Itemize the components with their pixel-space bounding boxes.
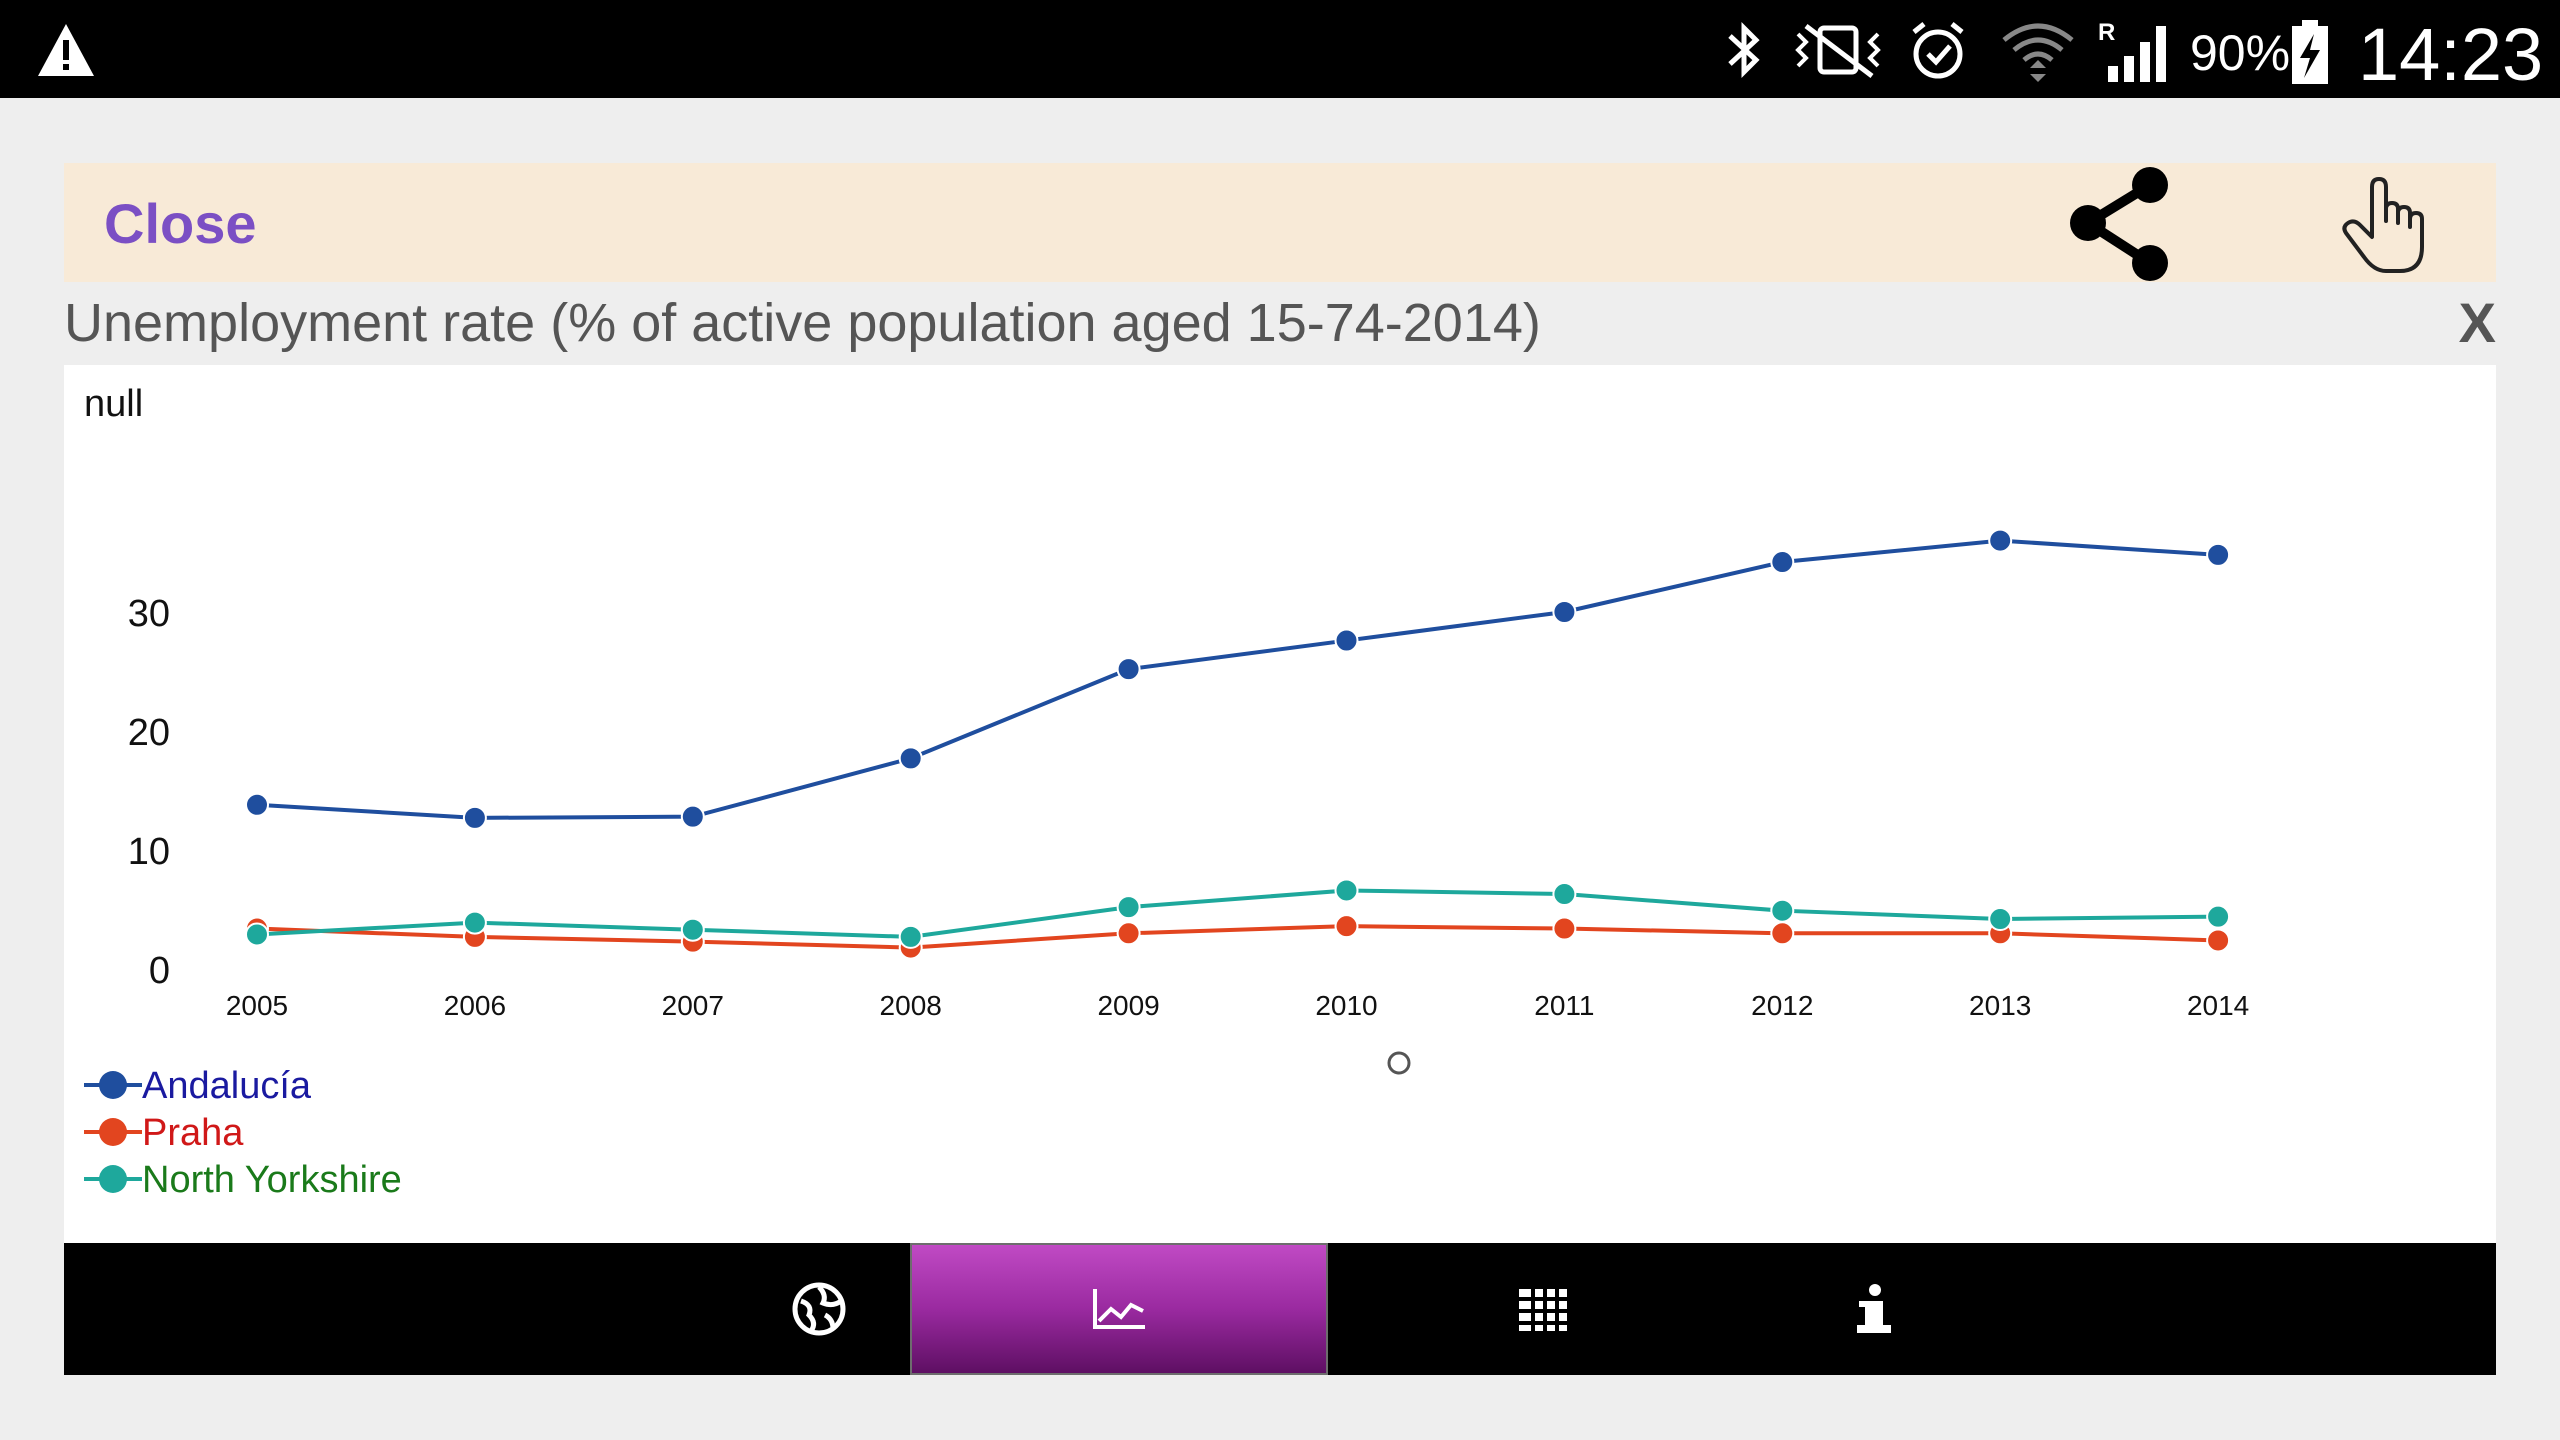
share-icon — [2070, 167, 2168, 281]
chart-title-row: Unemployment rate (% of active populatio… — [64, 290, 2496, 356]
signal-icon: R — [2098, 19, 2166, 82]
data-point[interactable] — [245, 922, 269, 947]
y-tick-label: 20 — [128, 712, 170, 754]
svg-text:R: R — [2098, 19, 2115, 46]
series-line-1 — [256, 924, 2219, 950]
tab-chart[interactable] — [910, 1243, 1328, 1375]
top-toolbar: Close — [64, 163, 2496, 282]
data-point[interactable] — [1770, 921, 1795, 946]
x-tick-label: 2008 — [880, 990, 942, 1021]
pager-dot[interactable] — [1387, 1051, 1411, 1075]
touch-mode-button[interactable] — [2334, 173, 2434, 278]
data-point[interactable] — [1116, 657, 1141, 682]
data-point[interactable] — [680, 804, 705, 829]
data-point[interactable] — [245, 792, 269, 817]
data-point[interactable] — [1988, 907, 2013, 932]
line-chart-icon — [1093, 1289, 1145, 1329]
series-line-2 — [256, 888, 2219, 939]
legend-swatch-marker — [99, 1165, 127, 1193]
data-point[interactable] — [898, 746, 923, 771]
data-point[interactable] — [1334, 628, 1359, 653]
x-tick-label: 2011 — [1534, 990, 1594, 1021]
chart-panel: null 0 10 20 30 2005 2006 2007 2008 2009 2010 201… — [64, 365, 2496, 1243]
data-point[interactable] — [1770, 550, 1795, 575]
data-point[interactable] — [1988, 528, 2013, 553]
x-tick-label: 2009 — [1097, 990, 1159, 1021]
data-point[interactable] — [462, 910, 487, 935]
touch-hand-icon — [2342, 177, 2424, 273]
close-chart-button[interactable]: X — [2458, 291, 2496, 354]
data-point[interactable] — [680, 917, 705, 942]
x-tick-label: 2005 — [226, 990, 288, 1021]
data-point[interactable] — [1552, 600, 1577, 624]
data-point[interactable] — [1552, 882, 1577, 907]
tab-map[interactable] — [610, 1243, 1028, 1375]
data-point[interactable] — [1116, 895, 1141, 920]
data-point[interactable] — [462, 805, 487, 830]
legend-label[interactable]: Andalucía — [142, 1065, 312, 1107]
status-bar: R 90% 14:23 — [0, 0, 2560, 98]
y-tick-label: 0 — [149, 950, 170, 992]
info-icon — [1857, 1284, 1891, 1333]
alarm-icon — [1912, 22, 1964, 79]
x-tick-label: 2007 — [662, 990, 724, 1021]
tab-table[interactable] — [1334, 1243, 1752, 1375]
y-tick-label: 10 — [128, 831, 170, 873]
tab-info[interactable] — [1664, 1243, 2082, 1375]
wifi-icon — [2002, 23, 2074, 82]
x-tick-label: 2012 — [1751, 990, 1813, 1021]
status-clock: 14:23 — [2358, 13, 2544, 96]
x-tick-label: 2010 — [1315, 990, 1377, 1021]
y-axis-label: null — [84, 383, 143, 425]
close-button[interactable]: Close — [104, 192, 257, 255]
y-tick-label: 30 — [128, 593, 170, 635]
data-point[interactable] — [1770, 898, 1795, 923]
x-tick-label: 2014 — [2187, 990, 2249, 1021]
table-grid-icon — [1519, 1289, 1567, 1331]
data-point[interactable] — [1334, 878, 1359, 903]
battery-percentage: 90% — [2190, 25, 2291, 81]
legend-swatch-marker — [99, 1071, 127, 1099]
legend-label[interactable]: North Yorkshire — [142, 1159, 402, 1201]
globe-icon — [792, 1282, 846, 1336]
data-point[interactable] — [2206, 904, 2231, 929]
vibrate-icon — [1795, 24, 1881, 78]
legend-label[interactable]: Praha — [142, 1112, 244, 1154]
battery-charging-icon — [2292, 20, 2328, 84]
chart-title: Unemployment rate (% of active populatio… — [64, 293, 1541, 353]
data-point[interactable] — [898, 924, 923, 949]
share-button[interactable] — [2060, 163, 2176, 282]
data-point[interactable] — [1334, 914, 1359, 939]
bluetooth-icon — [1728, 21, 1760, 79]
x-tick-label: 2013 — [1969, 990, 2031, 1021]
warning-icon — [38, 24, 94, 76]
bottom-navigation — [64, 1243, 2496, 1375]
data-point[interactable] — [2206, 928, 2231, 953]
line-chart: null 0 10 20 30 2005 2006 2007 2008 2009 2010 201… — [84, 383, 2249, 1201]
x-tick-label: 2006 — [444, 990, 506, 1021]
legend-swatch-marker — [99, 1118, 127, 1146]
series-line-0 — [256, 538, 2219, 820]
data-point[interactable] — [1552, 916, 1577, 941]
data-point[interactable] — [1116, 921, 1141, 946]
data-point[interactable] — [2206, 542, 2231, 567]
